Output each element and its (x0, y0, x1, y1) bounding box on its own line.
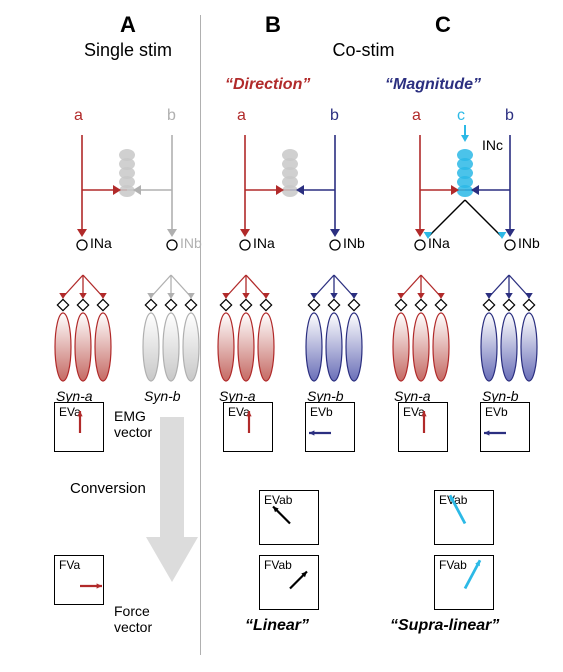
circuit-diagram (390, 135, 540, 285)
B-syn-a (211, 275, 281, 385)
linear-label: “Linear” (245, 617, 309, 635)
C-EVb: EVb (480, 402, 530, 452)
A-syn-b (136, 275, 206, 385)
C-INa: INa (428, 235, 450, 251)
B-label-b: b (330, 107, 339, 125)
B-FVab: FVab (259, 555, 319, 610)
A-syn-a (48, 275, 118, 385)
B-EVb: EVb (305, 402, 355, 452)
force-vector-label: Forcevector (114, 603, 152, 635)
panel-B-letter: B (265, 12, 281, 38)
C-INc: INc (482, 137, 503, 153)
A-label-a: a (74, 107, 83, 125)
direction-label: “Direction” (225, 76, 310, 94)
panel-A-letter: A (120, 12, 136, 38)
B-syn-b (299, 275, 369, 385)
B-label-a: a (237, 107, 246, 125)
C-syn-b (474, 275, 544, 385)
supra-label: “Supra-linear” (390, 617, 499, 635)
figure-root: ASingle stim B C Co-stim “Direction” “Magnitu… (0, 0, 563, 672)
B-INb: INb (343, 235, 365, 251)
A-EVa: EVa (54, 402, 104, 452)
C-label-a: a (412, 107, 421, 125)
magnitude-label: “Magnitude” (385, 76, 481, 94)
C-label-c: c (457, 107, 465, 125)
B-EVa: EVa (223, 402, 273, 452)
B-EVab: EVab (259, 490, 319, 545)
C-syn-a (386, 275, 456, 385)
panel-C-letter: C (435, 12, 451, 38)
conversion-label: Conversion (70, 480, 146, 497)
circuit-diagram (52, 135, 202, 285)
conversion-arrow (142, 417, 202, 587)
A-label-b: b (167, 107, 176, 125)
A-synlab-b: Syn-b (144, 388, 181, 404)
panel-A-title: Single stim (84, 40, 172, 61)
A-INb: INb (180, 235, 202, 251)
panel-BC-title: Co-stim (333, 40, 395, 61)
C-FVab: FVab (434, 555, 494, 610)
B-INa: INa (253, 235, 275, 251)
A-FVa: FVa (54, 555, 104, 605)
C-EVa: EVa (398, 402, 448, 452)
C-INb: INb (518, 235, 540, 251)
C-label-b: b (505, 107, 514, 125)
A-INa: INa (90, 235, 112, 251)
C-EVab: EVab (434, 490, 494, 545)
circuit-diagram (215, 135, 365, 285)
